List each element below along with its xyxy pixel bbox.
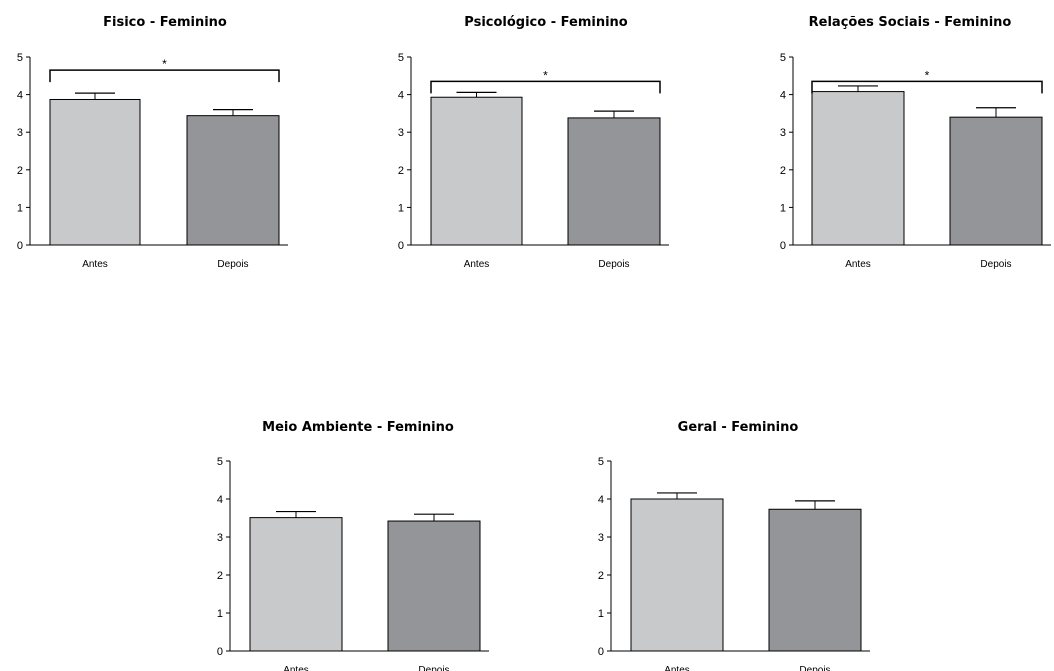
category-label: Depois (980, 259, 1011, 270)
chart-relacoes-sociais: Relações Sociais - Feminino Antes Depois 0 1… (780, 15, 1051, 270)
error-bar-depois (976, 107, 1016, 118)
y-tick-label: 2 (398, 165, 404, 177)
y-tick-label: 4 (398, 90, 404, 102)
y-tick-label: 5 (598, 456, 604, 468)
chart-title: Relações Sociais - Feminino (809, 15, 1012, 30)
error-bar-depois (414, 513, 454, 522)
y-tick-label: 1 (780, 202, 786, 214)
significance-bracket: * (430, 68, 661, 94)
y-tick-label: 1 (598, 608, 604, 620)
bar-antes (811, 91, 905, 246)
y-tick-label: 0 (17, 240, 23, 252)
y-tick-label: 5 (17, 52, 23, 64)
y-tick-label: 3 (598, 532, 604, 544)
error-bar-depois (795, 500, 835, 510)
chart-geral: Geral - Feminino Antes Depois 0 1 2 3 4 5 (598, 420, 870, 671)
y-tick-label: 4 (780, 90, 786, 102)
y-tick-label: 4 (598, 494, 604, 506)
significance-star: * (543, 68, 548, 82)
y-tick-label: 0 (217, 646, 223, 658)
error-bar-antes (657, 492, 697, 499)
y-tick-label: 3 (780, 127, 786, 139)
y-tick-label: 1 (217, 608, 223, 620)
error-bar-antes (276, 510, 316, 518)
y-tick-label: 3 (17, 127, 23, 139)
y-tick-label: 5 (780, 52, 786, 64)
y-tick-label: 5 (217, 456, 223, 468)
category-label: Antes (464, 259, 490, 270)
bar-depois (768, 508, 862, 652)
y-tick-label: 5 (398, 52, 404, 64)
category-label: Depois (598, 259, 629, 270)
category-label: Antes (82, 259, 108, 270)
bar-antes (49, 98, 141, 246)
significance-star: * (162, 57, 167, 71)
chart-psicologico: Psicológico - Feminino Antes Depois 0 1 2 3 4 5 * (398, 15, 669, 270)
error-bar-antes (838, 85, 878, 92)
y-tick-label: 3 (398, 127, 404, 139)
bar-antes (249, 517, 343, 652)
category-label: Depois (418, 665, 449, 671)
bar-depois (186, 115, 280, 246)
chart-meio-ambiente: Meio Ambiente - Feminino Antes Depois 0 1 2 3 4… (217, 420, 489, 671)
category-label: Antes (845, 259, 871, 270)
error-bar-antes (456, 91, 497, 98)
chart-title: Geral - Feminino (678, 420, 799, 435)
category-label: Antes (664, 665, 690, 671)
bar-depois (387, 520, 481, 652)
y-tick-label: 3 (217, 532, 223, 544)
error-bar-antes (75, 92, 115, 100)
chart-fisico: Fisico - Feminino Antes Depois 0 1 2 3 4 5 * (17, 15, 288, 270)
y-tick-label: 4 (217, 494, 223, 506)
bar-antes (430, 96, 523, 246)
error-bar-depois (594, 110, 634, 118)
significance-bracket: * (811, 68, 1043, 94)
chart-title: Meio Ambiente - Feminino (262, 420, 454, 435)
bar-depois (567, 117, 661, 246)
y-tick-label: 2 (17, 165, 23, 177)
y-tick-label: 1 (17, 202, 23, 214)
y-tick-label: 0 (598, 646, 604, 658)
y-tick-label: 1 (398, 202, 404, 214)
significance-bracket: * (49, 57, 280, 83)
error-bar-depois (213, 109, 253, 116)
category-label: Antes (283, 665, 309, 671)
chart-title: Psicológico - Feminino (464, 15, 628, 30)
y-tick-label: 4 (17, 90, 23, 102)
category-label: Depois (799, 665, 830, 671)
y-tick-label: 2 (780, 165, 786, 177)
bar-antes (630, 498, 724, 652)
significance-star: * (925, 68, 930, 82)
bar-depois (949, 116, 1043, 246)
chart-title: Fisico - Feminino (103, 15, 227, 30)
y-tick-label: 2 (598, 570, 604, 582)
category-label: Depois (217, 259, 248, 270)
y-tick-label: 0 (398, 240, 404, 252)
y-tick-label: 0 (780, 240, 786, 252)
y-tick-label: 2 (217, 570, 223, 582)
